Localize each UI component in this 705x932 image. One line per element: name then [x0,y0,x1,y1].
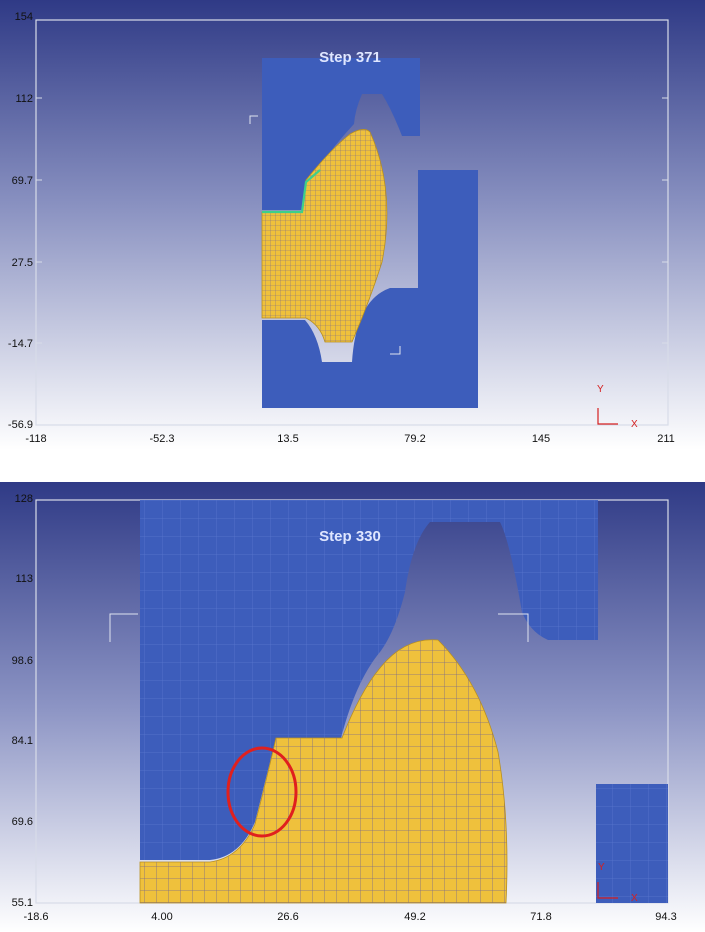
y-tick-label: 154 [15,11,33,23]
step-label: Step 330 [319,528,381,545]
x-tick-label: -118 [25,433,46,445]
x-tick-label: 49.2 [404,911,425,923]
viewport-bottom: Step 330 128 113 98.6 84.1 69.6 55.1 -18… [0,482,705,932]
side-die [262,170,478,408]
x-tick-label: 94.3 [655,911,676,923]
x-tick-label: 71.8 [530,911,551,923]
y-tick-label: 69.7 [12,175,33,187]
y-tick-label: -56.9 [8,419,33,431]
axis-triad: Y X [597,384,638,430]
workpiece-mesh [261,129,388,343]
x-tick-label: 13.5 [277,433,298,445]
contact-line [262,169,321,214]
x-tick-label: 79.2 [404,433,425,445]
y-tick-label: 84.1 [12,735,33,747]
viewport-top: Step 371 154 112 69.7 27.5 -14.7 -56.9 -… [0,0,705,450]
y-tick-label: 113 [15,573,33,585]
upper-die [140,500,598,860]
defect-highlight-circle [226,746,298,838]
y-tick-label: 27.5 [12,257,33,269]
y-tick-label: 128 [15,493,33,505]
x-tick-label: 211 [657,433,675,445]
triad-x-label: X [631,893,638,904]
x-tick-label: -52.3 [149,433,174,445]
simulation-view-step-330: Step 330 128 113 98.6 84.1 69.6 55.1 -18… [0,482,705,932]
axis-frame [35,19,669,426]
y-tick-label: -14.7 [8,338,33,350]
y-tick-label: 55.1 [12,897,33,909]
workpiece-mesh [139,639,508,904]
y-tick-label: 98.6 [12,655,33,667]
simulation-view-step-371: Step 371 154 112 69.7 27.5 -14.7 -56.9 -… [0,0,705,450]
x-tick-label: -18.6 [23,911,48,923]
triad-y-label: Y [597,384,604,395]
side-die [596,784,668,903]
y-tick-label: 112 [15,93,33,105]
x-tick-label: 145 [532,433,550,445]
upper-die [262,58,420,210]
axis-triad: Y X [597,862,638,904]
y-tick-label: 69.6 [12,816,33,828]
step-label: Step 371 [319,49,381,66]
triad-y-label: Y [598,862,605,873]
x-tick-label: 4.00 [151,911,172,923]
triad-x-label: X [631,419,638,430]
x-tick-label: 26.6 [277,911,298,923]
